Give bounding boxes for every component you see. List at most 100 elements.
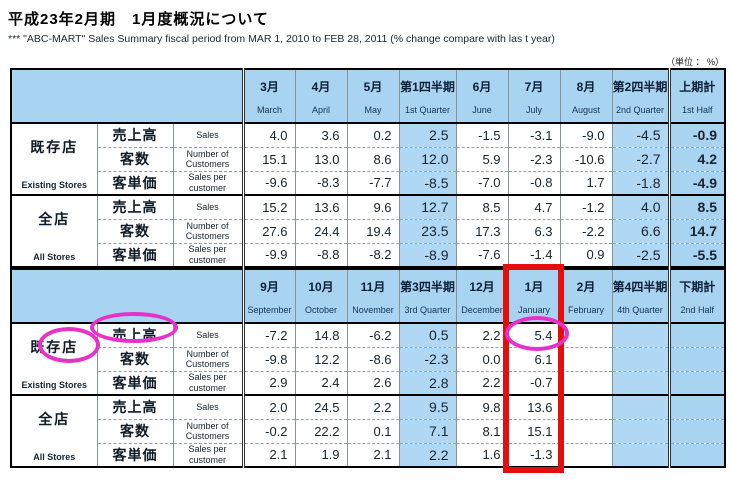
col-label-jp: 6月: [472, 79, 492, 94]
value-cell: -7.2: [241, 323, 296, 347]
value-cell: 0.9: [559, 242, 613, 267]
col-label-en: March: [257, 104, 283, 115]
column-header-row: 9月 September 10月 October 11月 November 第3四半期…: [10, 269, 726, 324]
col-label-jp: 第4四半期: [612, 279, 668, 294]
value-cell: -8.5: [398, 170, 457, 195]
row-group-all-stores: 全店 All Stores: [10, 394, 97, 467]
table-row: 既存店 Existing Stores 売上高 Sales 4.0 3.6 0.2…: [10, 123, 726, 195]
col-label-en: July: [526, 104, 543, 115]
value-cell: 2.2: [346, 394, 400, 419]
value-cell: 1.9: [294, 442, 348, 467]
value-cell: 7.1: [398, 418, 457, 443]
value-cell: -8.8: [294, 242, 348, 267]
value-cell: -0.7: [507, 370, 561, 395]
value-cell: 19.4: [346, 218, 400, 243]
col-label-en: August: [572, 104, 601, 115]
value-cell: [611, 346, 670, 371]
column-header-row: 3月 March 4月 April 5月 May 第1四半期 1st Quarter 6…: [10, 69, 726, 124]
value-cell: 12.2: [294, 346, 348, 371]
col-label-en: September: [247, 304, 292, 315]
corner-cell: [10, 69, 244, 124]
col-header-april: 4月 April: [294, 69, 348, 124]
table-row: 客数 Number of Customers -9.8 12.2 -8.6 -2…: [11, 346, 726, 371]
value-cell: 2.4: [294, 370, 348, 395]
col-label-jp: 3月: [260, 79, 279, 94]
table-row: 全店 All Stores 売上高 Sales 15.2 13.6 9.6 12.…: [10, 194, 726, 267]
col-label-en: October: [305, 304, 338, 315]
table-row: 客数 Number of Customers 15.1 13.0 8.6 12.…: [11, 146, 726, 171]
value-cell: [667, 323, 726, 347]
value-cell: [611, 323, 670, 347]
table-row: 客単価 Sales per customer -9.6 -8.3 -7.7 -8…: [11, 170, 726, 195]
value-cell: -1.5: [455, 123, 509, 147]
metric-label-en: Sales: [172, 123, 244, 147]
col-label-en: June: [472, 104, 492, 115]
value-cell: 9.5: [398, 394, 457, 419]
col-header-may: 5月 May: [346, 69, 400, 124]
value-cell: 0.1: [346, 418, 400, 443]
col-header-first-half: 上期計 1st Half: [667, 69, 726, 124]
value-cell: -2.7: [611, 146, 670, 171]
value-cell: 15.2: [241, 194, 296, 219]
col-label-jp: 上期計: [679, 79, 716, 94]
row-group-all-stores: 全店 All Stores: [10, 194, 97, 267]
col-header-q3: 第3四半期 3rd Quarter: [398, 269, 457, 324]
col-label-jp: 1月: [524, 279, 544, 294]
value-cell: 2.5: [398, 123, 457, 147]
value-cell: [611, 418, 670, 443]
metric-label-jp: 売上高: [96, 394, 173, 419]
value-cell: [667, 442, 726, 467]
metric-label-jp: 売上高: [96, 194, 173, 219]
col-header-january: 1月 January: [507, 269, 561, 324]
col-header-september: 9月 September: [241, 269, 296, 324]
col-label-en: 2nd Half: [680, 304, 715, 315]
col-header-june: 6月 June: [455, 69, 509, 124]
value-cell: [667, 346, 726, 371]
page-subtitle: *** "ABC-MART" Sales Summary fiscal peri…: [8, 33, 555, 45]
value-cell: -7.6: [455, 242, 509, 267]
metric-label-en: Sales per customer: [172, 242, 244, 267]
value-cell: 9.6: [346, 194, 400, 219]
unit-note: （単位 ： %）: [665, 57, 724, 67]
value-cell: -9.9: [241, 242, 296, 267]
value-cell: -0.8: [507, 170, 561, 195]
col-label-jp: 9月: [260, 279, 279, 294]
value-cell: 12.0: [398, 146, 457, 171]
first-half-table: 3月 March 4月 April 5月 May 第1四半期 1st Quarter 6…: [10, 68, 727, 268]
value-cell: [559, 370, 613, 395]
value-cell: 27.6: [241, 218, 296, 243]
value-cell: 6.3: [507, 218, 561, 243]
col-label-jp: 2月: [576, 279, 596, 294]
group-label-en: All Stores: [33, 452, 76, 462]
value-cell: -7.7: [346, 170, 400, 195]
col-header-october: 10月 October: [294, 269, 348, 324]
col-label-en: February: [568, 304, 605, 315]
group-label-en: Existing Stores: [21, 180, 88, 190]
value-cell: -1.8: [611, 170, 670, 195]
col-header-november: 11月 November: [346, 269, 400, 324]
table-row: 全店 All Stores 売上高 Sales 2.0 24.5 2.2 9.5 …: [10, 394, 726, 467]
value-cell: 23.5: [398, 218, 457, 243]
col-label-en: December: [461, 304, 503, 315]
value-cell: -2.5: [611, 242, 670, 267]
value-cell: 12.7: [398, 194, 457, 219]
value-cell: 4.0: [241, 123, 296, 147]
value-cell: 9.8: [455, 394, 509, 419]
value-cell: 8.5: [455, 194, 509, 219]
value-cell: 13.6: [294, 194, 348, 219]
col-header-q2: 第2四半期 2nd Quarter: [611, 69, 670, 124]
metric-label-en: Sales per customer: [172, 170, 244, 195]
value-cell: 13.6: [507, 394, 561, 419]
col-label-jp: 下期計: [679, 279, 716, 294]
col-label-jp: 第2四半期: [612, 79, 668, 94]
value-cell: 4.0: [611, 194, 670, 219]
col-header-july: 7月 July: [507, 69, 561, 124]
col-label-jp: 5月: [363, 79, 383, 94]
value-cell: [667, 418, 726, 443]
value-cell: 1.7: [559, 170, 613, 195]
table-row: 客数 Number of Customers -0.2 22.2 0.1 7.1…: [11, 418, 726, 443]
col-header-february: 2月 February: [559, 269, 613, 324]
value-cell: -8.3: [294, 170, 348, 195]
value-cell: [611, 370, 670, 395]
